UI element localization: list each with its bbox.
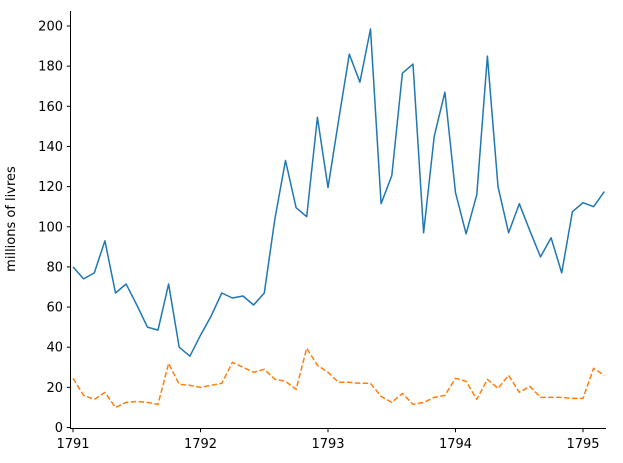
y-tick-label: 60 bbox=[46, 301, 63, 316]
x-tick-label: 1795 bbox=[566, 437, 599, 452]
series-2-line bbox=[72, 347, 605, 409]
axis-spines bbox=[70, 11, 606, 429]
y-tick-label: 200 bbox=[38, 20, 63, 35]
y-tick-label: 120 bbox=[38, 180, 63, 195]
x-tick-label: 1791 bbox=[56, 437, 89, 452]
y-tick-label: 20 bbox=[46, 381, 63, 396]
y-tick-label: 160 bbox=[38, 100, 63, 115]
y-tick-label: 100 bbox=[38, 220, 63, 235]
series-1-line bbox=[72, 28, 605, 357]
y-tick-label: 140 bbox=[38, 140, 63, 155]
x-tick-label: 1793 bbox=[311, 437, 344, 452]
y-tick-label: 0 bbox=[55, 421, 63, 436]
y-tick-label: 40 bbox=[46, 341, 63, 356]
y-axis-label: millions of livres bbox=[4, 166, 19, 272]
x-tick-label: 1792 bbox=[184, 437, 217, 452]
y-tick-label: 180 bbox=[38, 60, 63, 75]
y-tick-label: 80 bbox=[46, 260, 63, 275]
x-tick-label: 1794 bbox=[439, 437, 472, 452]
